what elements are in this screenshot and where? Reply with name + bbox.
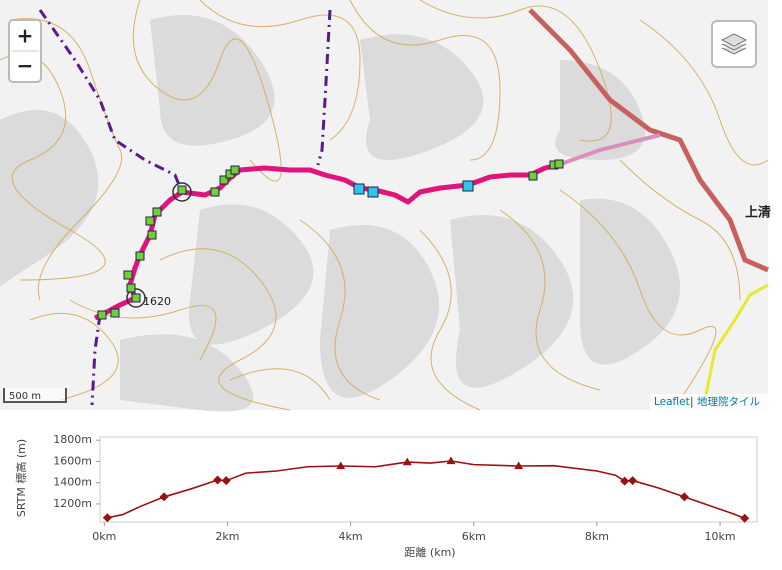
waypoint-marker: [679, 492, 689, 502]
attribution-separator: |: [690, 396, 694, 408]
x-axis-label: 距離 (km): [404, 545, 455, 559]
layers-control[interactable]: [711, 20, 757, 68]
y-tick-label: 1200m: [53, 497, 92, 510]
scale-line: [3, 388, 67, 403]
trails: [38, 9, 332, 406]
plot-frame: [99, 436, 758, 523]
waypoint-marker: [213, 475, 223, 485]
scale-text: 500 m: [9, 391, 41, 402]
y-axis-label: SRTM 標高 (m): [14, 439, 28, 517]
x-tick-label: 8km: [585, 530, 609, 543]
waypoint-marker: [402, 457, 412, 466]
elevation-line: [107, 460, 745, 520]
waypoint-marker: [102, 513, 112, 523]
scale-bar: 500 m: [3, 388, 67, 403]
attribution-link[interactable]: 地理院タイル: [697, 395, 760, 408]
blue-waypoints: [353, 180, 474, 198]
green-waypoints: [97, 159, 564, 320]
waypoint-ring: [172, 182, 192, 202]
waypoint-marker: [620, 476, 630, 486]
route-continuation: [557, 133, 661, 167]
x-tick-label: 2km: [215, 530, 239, 543]
waypoint-ring: [126, 288, 146, 308]
map[interactable]: 1620 上清 + − 500 m Leaflet | 地理院タイル: [0, 0, 771, 412]
attribution-box: [650, 394, 768, 410]
place-label: 上清: [745, 205, 771, 221]
waypoint-marker: [628, 476, 638, 486]
y-tick-label: 1800m: [53, 433, 92, 446]
waypoint-marker: [514, 461, 524, 470]
yellow-road: [703, 283, 769, 401]
waypoint-marker: [159, 492, 169, 502]
attribution-link[interactable]: Leaflet: [654, 396, 690, 408]
zoom-control: + −: [8, 19, 42, 83]
y-tick-label: 1400m: [53, 476, 92, 489]
layers-icon: [720, 33, 748, 55]
elevation-label: 1620: [143, 295, 171, 308]
x-tick-label: 10km: [705, 530, 736, 543]
x-tick-label: 4km: [339, 530, 363, 543]
x-tick-label: 6km: [462, 530, 486, 543]
x-tick-label: 0km: [92, 530, 116, 543]
waypoint-marker: [740, 513, 750, 523]
zoom-out[interactable]: −: [17, 54, 34, 78]
contours: [0, 0, 769, 411]
hillshade: [0, 15, 680, 412]
waypoint-marker: [446, 456, 456, 465]
waypoint-marker: [336, 461, 346, 470]
main-road: [528, 8, 769, 273]
waypoint-marker: [221, 476, 231, 486]
y-tick-label: 1600m: [53, 454, 92, 467]
zoom-in[interactable]: +: [17, 24, 34, 48]
